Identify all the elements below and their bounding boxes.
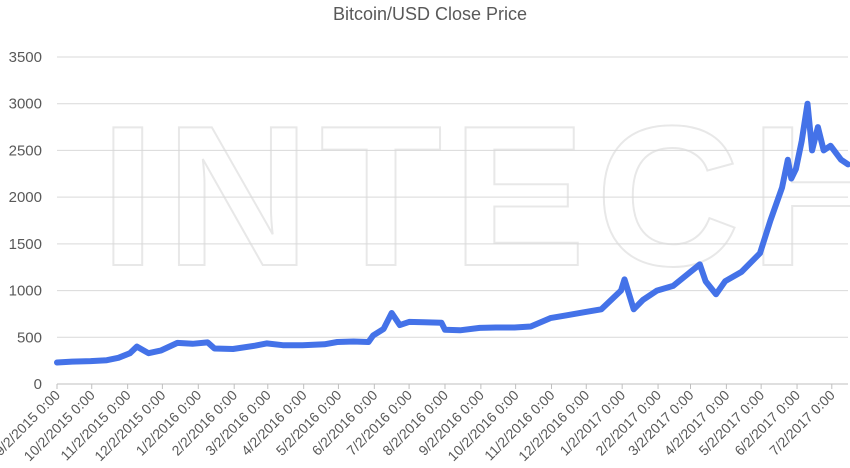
- y-tick-label: 3000: [9, 96, 42, 113]
- y-tick-label: 1500: [9, 236, 42, 253]
- y-tick-label: 0: [34, 376, 42, 393]
- y-tick-label: 500: [17, 329, 42, 346]
- watermark: INTECH: [100, 85, 850, 308]
- chart-title: Bitcoin/USD Close Price: [333, 4, 527, 24]
- gridlines: [57, 56, 848, 338]
- y-tick-label: 3500: [9, 49, 42, 66]
- y-axis-ticks: 0 500 1000 1500 2000 2500 3000 3500: [9, 49, 42, 393]
- series-layer: [54, 100, 850, 366]
- price-line: [54, 100, 850, 366]
- y-tick-label: 1000: [9, 283, 42, 300]
- y-tick-label: 2500: [9, 142, 42, 159]
- y-tick-label: 2000: [9, 189, 42, 206]
